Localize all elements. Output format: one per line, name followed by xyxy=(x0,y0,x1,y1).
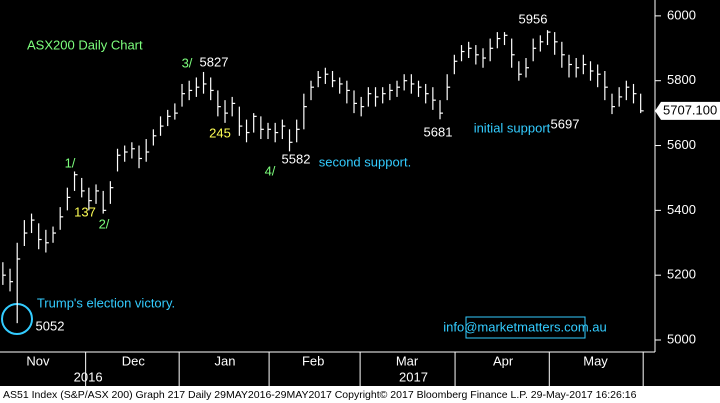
x-tick-label: Feb xyxy=(302,353,324,368)
email-box xyxy=(465,316,586,339)
y-tick-label: 5200 xyxy=(667,267,696,282)
year-label: 2016 xyxy=(74,369,103,384)
annotation: second support. xyxy=(319,154,412,169)
annotation: initial support xyxy=(474,120,551,135)
y-tick-label: 5800 xyxy=(667,72,696,87)
annotation: 5052 xyxy=(36,318,65,333)
annotation: 4/ xyxy=(265,163,276,178)
annotation: 5681 xyxy=(424,124,453,139)
annotation: 5582 xyxy=(282,151,311,166)
x-tick-label: Jan xyxy=(215,353,236,368)
annotation: 5827 xyxy=(200,54,229,69)
last-price-box xyxy=(655,101,720,120)
x-tick-label: Dec xyxy=(122,353,146,368)
annotation: Trump's election victory. xyxy=(37,295,175,310)
y-tick-label: 5600 xyxy=(667,137,696,152)
annotation: 3/ xyxy=(182,55,193,70)
x-tick-label: Mar xyxy=(396,353,419,368)
last-price-label: 5707.100 xyxy=(663,102,717,117)
annotation: 1/ xyxy=(65,155,76,170)
annotation: 245 xyxy=(209,125,231,140)
footer-bar xyxy=(0,386,720,403)
annotation: info@marketmatters.com.au xyxy=(443,319,606,334)
x-tick-label: Apr xyxy=(493,353,514,368)
annotation: ASX200 Daily Chart xyxy=(27,37,143,52)
y-tick-label: 5000 xyxy=(667,331,696,346)
footer-text: AS51 Index (S&P/ASX 200) Graph 217 Daily… xyxy=(3,389,637,401)
annotation: 5956 xyxy=(519,11,548,26)
annotation: 5697 xyxy=(551,116,580,131)
year-label: 2017 xyxy=(399,369,428,384)
x-tick-label: Nov xyxy=(26,353,50,368)
y-tick-label: 6000 xyxy=(667,7,696,22)
annotation: 2/ xyxy=(99,216,110,231)
x-tick-label: May xyxy=(583,353,608,368)
annotation: 137 xyxy=(74,204,96,219)
y-tick-label: 5400 xyxy=(667,202,696,217)
